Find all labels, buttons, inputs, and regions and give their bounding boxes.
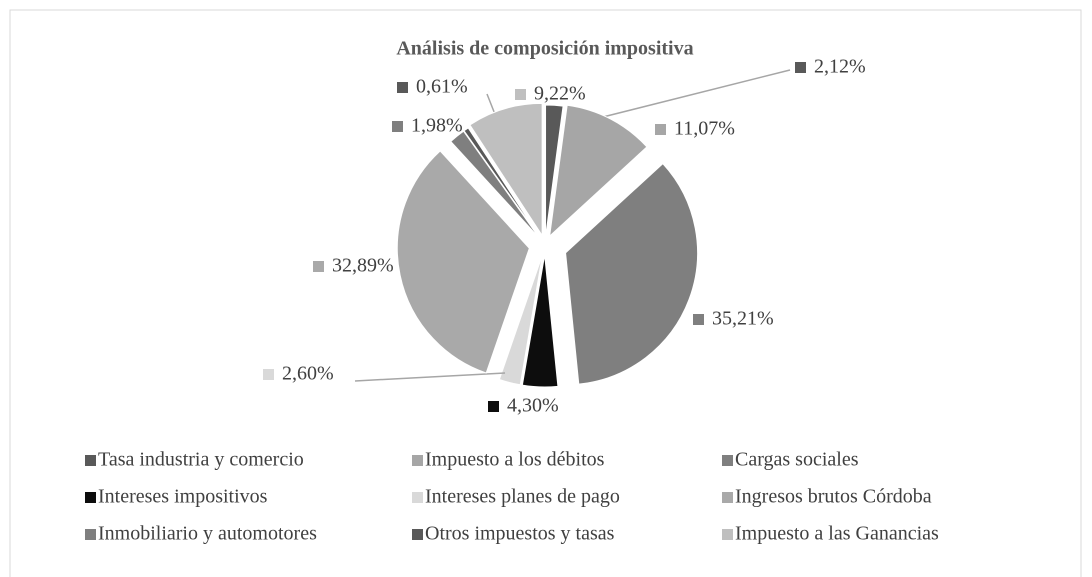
data-label: 9,22% <box>534 83 586 105</box>
data-label: 0,61% <box>416 76 468 98</box>
legend-swatch <box>722 529 733 540</box>
legend-label: Otros impuestos y tasas <box>425 523 615 545</box>
data-label: 2,12% <box>814 56 866 78</box>
legend-label: Intereses planes de pago <box>425 486 620 508</box>
label-swatch <box>515 89 526 100</box>
data-label: 4,30% <box>507 395 559 417</box>
label-swatch <box>693 314 704 325</box>
chart-frame <box>9 9 1082 577</box>
pie-slice <box>450 130 541 240</box>
legend-swatch <box>722 455 733 466</box>
label-swatch <box>392 121 403 132</box>
legend-label: Intereses impositivos <box>98 486 268 508</box>
pie-slice <box>545 104 564 238</box>
legend-label: Impuesto a las Ganancias <box>735 523 939 545</box>
legend-swatch <box>412 455 423 466</box>
pie-slice <box>521 254 559 388</box>
data-label: 1,98% <box>411 115 463 137</box>
leader-line <box>354 372 506 382</box>
legend-label: Cargas sociales <box>735 449 859 471</box>
label-swatch <box>655 124 666 135</box>
chart-title: Análisis de composición impositiva <box>396 38 693 60</box>
data-label: 11,07% <box>674 118 735 140</box>
label-swatch <box>313 261 324 272</box>
legend-label: Ingresos brutos Córdoba <box>735 486 932 508</box>
legend-swatch <box>722 492 733 503</box>
label-swatch <box>397 82 408 93</box>
legend-label: Impuesto a los débitos <box>425 449 605 471</box>
legend-swatch <box>85 529 96 540</box>
pie-slice <box>396 150 530 374</box>
leader-line <box>574 69 791 125</box>
pie-slice <box>548 104 648 238</box>
pie-slice <box>565 162 699 385</box>
pie-slice <box>469 102 543 238</box>
pie-slice <box>463 127 541 239</box>
legend-label: Tasa industria y comercio <box>98 449 304 471</box>
label-swatch <box>263 369 274 380</box>
legend-label: Inmobiliario y automotores <box>98 523 317 545</box>
legend-swatch <box>85 455 96 466</box>
data-label: 35,21% <box>712 308 774 330</box>
label-swatch <box>488 401 499 412</box>
legend-swatch <box>85 492 96 503</box>
legend-swatch <box>412 529 423 540</box>
legend-swatch <box>412 492 423 503</box>
pie-slice <box>498 254 544 386</box>
label-swatch <box>795 62 806 73</box>
data-label: 2,60% <box>282 363 334 385</box>
data-label: 32,89% <box>332 255 394 277</box>
